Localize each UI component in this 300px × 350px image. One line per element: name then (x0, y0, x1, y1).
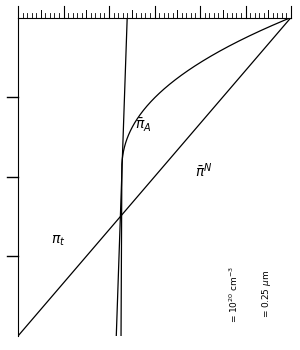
Text: $\bar{\pi}_A$: $\bar{\pi}_A$ (135, 117, 152, 134)
Text: $= 0.25\ \mu\mathrm{m}$: $= 0.25\ \mu\mathrm{m}$ (260, 270, 273, 319)
Text: $= 10^{20}\ \mathrm{cm}^{-3}$: $= 10^{20}\ \mathrm{cm}^{-3}$ (227, 265, 240, 324)
Text: $\pi_t$: $\pi_t$ (51, 233, 65, 248)
Text: $\bar{\pi}^N$: $\bar{\pi}^N$ (196, 161, 213, 180)
